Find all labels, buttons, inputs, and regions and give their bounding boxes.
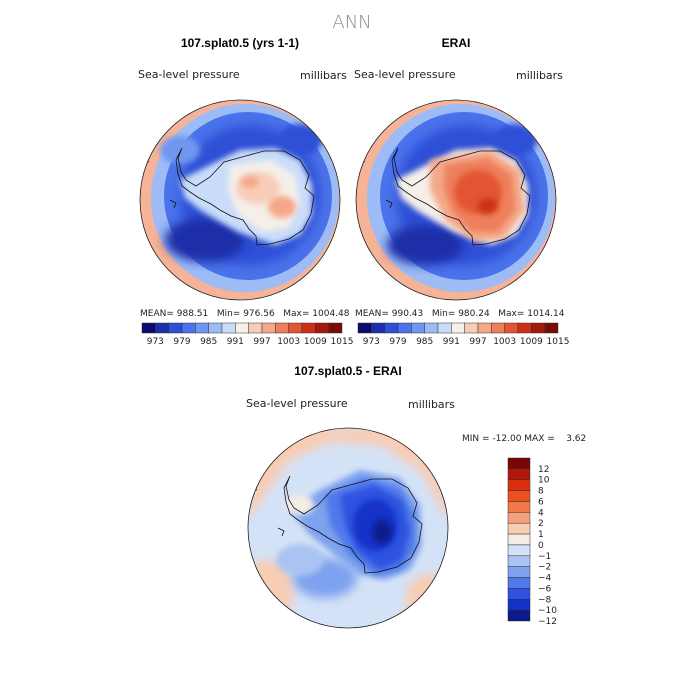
colorbar-tick-label: 1015 bbox=[331, 337, 354, 347]
variable-label: Sea-level pressure bbox=[246, 397, 348, 410]
polar-map bbox=[356, 100, 556, 300]
colorbar-tick-label: −8 bbox=[538, 595, 552, 605]
colorbar-swatch bbox=[437, 322, 452, 334]
colorbar-swatch bbox=[235, 322, 249, 334]
colorbar-tick-label: −6 bbox=[538, 584, 552, 594]
colorbar-swatch bbox=[507, 577, 531, 589]
colorbar-swatch bbox=[315, 322, 329, 334]
colorbar-swatch bbox=[477, 322, 492, 334]
colorbar-tick-label: 12 bbox=[538, 465, 549, 475]
colorbar-swatch bbox=[464, 322, 479, 334]
colorbar-swatch bbox=[507, 479, 531, 491]
colorbar-swatch bbox=[544, 322, 559, 334]
colorbar-swatch bbox=[507, 490, 531, 502]
colorbar-tick-label: 1009 bbox=[520, 337, 543, 347]
colorbar-swatch bbox=[181, 322, 196, 334]
colorbar-swatch bbox=[507, 588, 531, 600]
colorbar-swatch bbox=[248, 322, 263, 334]
colorbar: 973 979 985 991 997 1003 1009 1015 bbox=[141, 322, 354, 347]
colorbar-tick-label: 0 bbox=[538, 541, 544, 551]
page-title: ANN bbox=[332, 12, 371, 33]
colorbar-tick-label: −10 bbox=[538, 606, 557, 616]
panel-reference: ERAI Sea-level pressure millibars MEAN= … bbox=[354, 36, 569, 347]
colorbar-swatch bbox=[507, 544, 531, 557]
colorbar-swatch bbox=[507, 522, 531, 535]
colorbar-tick-label: 979 bbox=[389, 337, 406, 347]
colorbar-tick-label: 985 bbox=[200, 337, 217, 347]
variable-label: Sea-level pressure bbox=[354, 68, 456, 81]
colorbar-swatch bbox=[168, 322, 183, 334]
colorbar: 973 979 985 991 997 1003 1009 1015 bbox=[357, 322, 570, 347]
colorbar-swatch bbox=[451, 322, 465, 334]
stats-line: MEAN= 990.43 Min= 980.24 Max= 1014.14 bbox=[355, 309, 565, 319]
stats-line: MIN = -12.00 MAX = 3.62 bbox=[462, 434, 586, 444]
colorbar-tick-label: −12 bbox=[538, 617, 557, 627]
colorbar-tick-label: 997 bbox=[253, 337, 270, 347]
colorbar-tick-label: 973 bbox=[363, 337, 380, 347]
units-label: millibars bbox=[408, 398, 455, 411]
colorbar-swatch bbox=[507, 512, 531, 524]
colorbar-tick-label: 979 bbox=[173, 337, 190, 347]
stats-line: MEAN= 988.51 Min= 976.56 Max= 1004.48 bbox=[140, 309, 350, 319]
variable-label: Sea-level pressure bbox=[138, 68, 240, 81]
colorbar-swatch bbox=[504, 322, 519, 334]
colorbar-swatch bbox=[328, 322, 343, 334]
colorbar-tick-label: 1003 bbox=[493, 337, 516, 347]
colorbar-swatch bbox=[155, 322, 169, 334]
panel-difference: 107.splat0.5 - ERAI Sea-level pressure m… bbox=[246, 364, 586, 629]
colorbar-swatch bbox=[424, 322, 439, 334]
colorbar-swatch bbox=[507, 533, 531, 546]
colorbar-swatch bbox=[507, 609, 531, 622]
colorbar-tick-label: 1 bbox=[538, 530, 544, 540]
colorbar-tick-label: −1 bbox=[538, 552, 551, 562]
colorbar-tick-label: 1009 bbox=[304, 337, 327, 347]
colorbar-swatch bbox=[507, 566, 531, 578]
colorbar-swatch bbox=[397, 322, 412, 334]
polar-map bbox=[140, 100, 340, 300]
colorbar-swatch bbox=[507, 468, 531, 480]
panel-title: 107.splat0.5 - ERAI bbox=[294, 364, 401, 378]
colorbar-tick-label: 8 bbox=[538, 487, 544, 497]
colorbar-swatch bbox=[507, 599, 531, 611]
colorbar-swatch bbox=[275, 322, 289, 334]
colorbar-swatch bbox=[371, 322, 385, 334]
colorbar-swatch bbox=[507, 457, 531, 470]
colorbar-tick-label: 1015 bbox=[547, 337, 570, 347]
colorbar-tick-label: 6 bbox=[538, 497, 544, 507]
colorbar-swatch bbox=[531, 322, 545, 334]
colorbar-swatch bbox=[507, 501, 531, 513]
units-label: millibars bbox=[516, 69, 563, 82]
colorbar-tick-label: 2 bbox=[538, 519, 544, 529]
colorbar-tick-label: 991 bbox=[443, 337, 460, 347]
colorbar-tick-label: 985 bbox=[416, 337, 433, 347]
colorbar-tick-label: 10 bbox=[538, 476, 550, 486]
colorbar-tick-label: 4 bbox=[538, 508, 544, 518]
colorbar-swatch bbox=[141, 322, 156, 334]
colorbar-tick-label: −2 bbox=[538, 563, 551, 573]
polar-map bbox=[248, 428, 448, 628]
colorbar-swatch bbox=[208, 322, 223, 334]
panel-model: 107.splat0.5 (yrs 1-1) Sea-level pressur… bbox=[138, 36, 353, 347]
colorbar-swatch bbox=[411, 322, 425, 334]
colorbar-tick-label: 991 bbox=[227, 337, 244, 347]
units-label: millibars bbox=[300, 69, 347, 82]
colorbar-swatch bbox=[491, 322, 505, 334]
colorbar-tick-label: 1003 bbox=[277, 337, 300, 347]
colorbar-swatch bbox=[195, 322, 209, 334]
colorbar-swatch bbox=[221, 322, 236, 334]
colorbar-swatch bbox=[357, 322, 372, 334]
colorbar-swatch bbox=[517, 322, 532, 334]
colorbar-swatch bbox=[507, 555, 531, 567]
panel-title: ERAI bbox=[442, 36, 471, 50]
colorbar-swatch bbox=[301, 322, 316, 334]
colorbar-swatch bbox=[261, 322, 276, 334]
colorbar-tick-label: 997 bbox=[469, 337, 486, 347]
colorbar-tick-label: −4 bbox=[538, 574, 552, 584]
panel-title: 107.splat0.5 (yrs 1-1) bbox=[181, 36, 299, 50]
colorbar-swatch bbox=[288, 322, 303, 334]
colorbar-swatch bbox=[384, 322, 399, 334]
colorbar-tick-label: 973 bbox=[147, 337, 164, 347]
